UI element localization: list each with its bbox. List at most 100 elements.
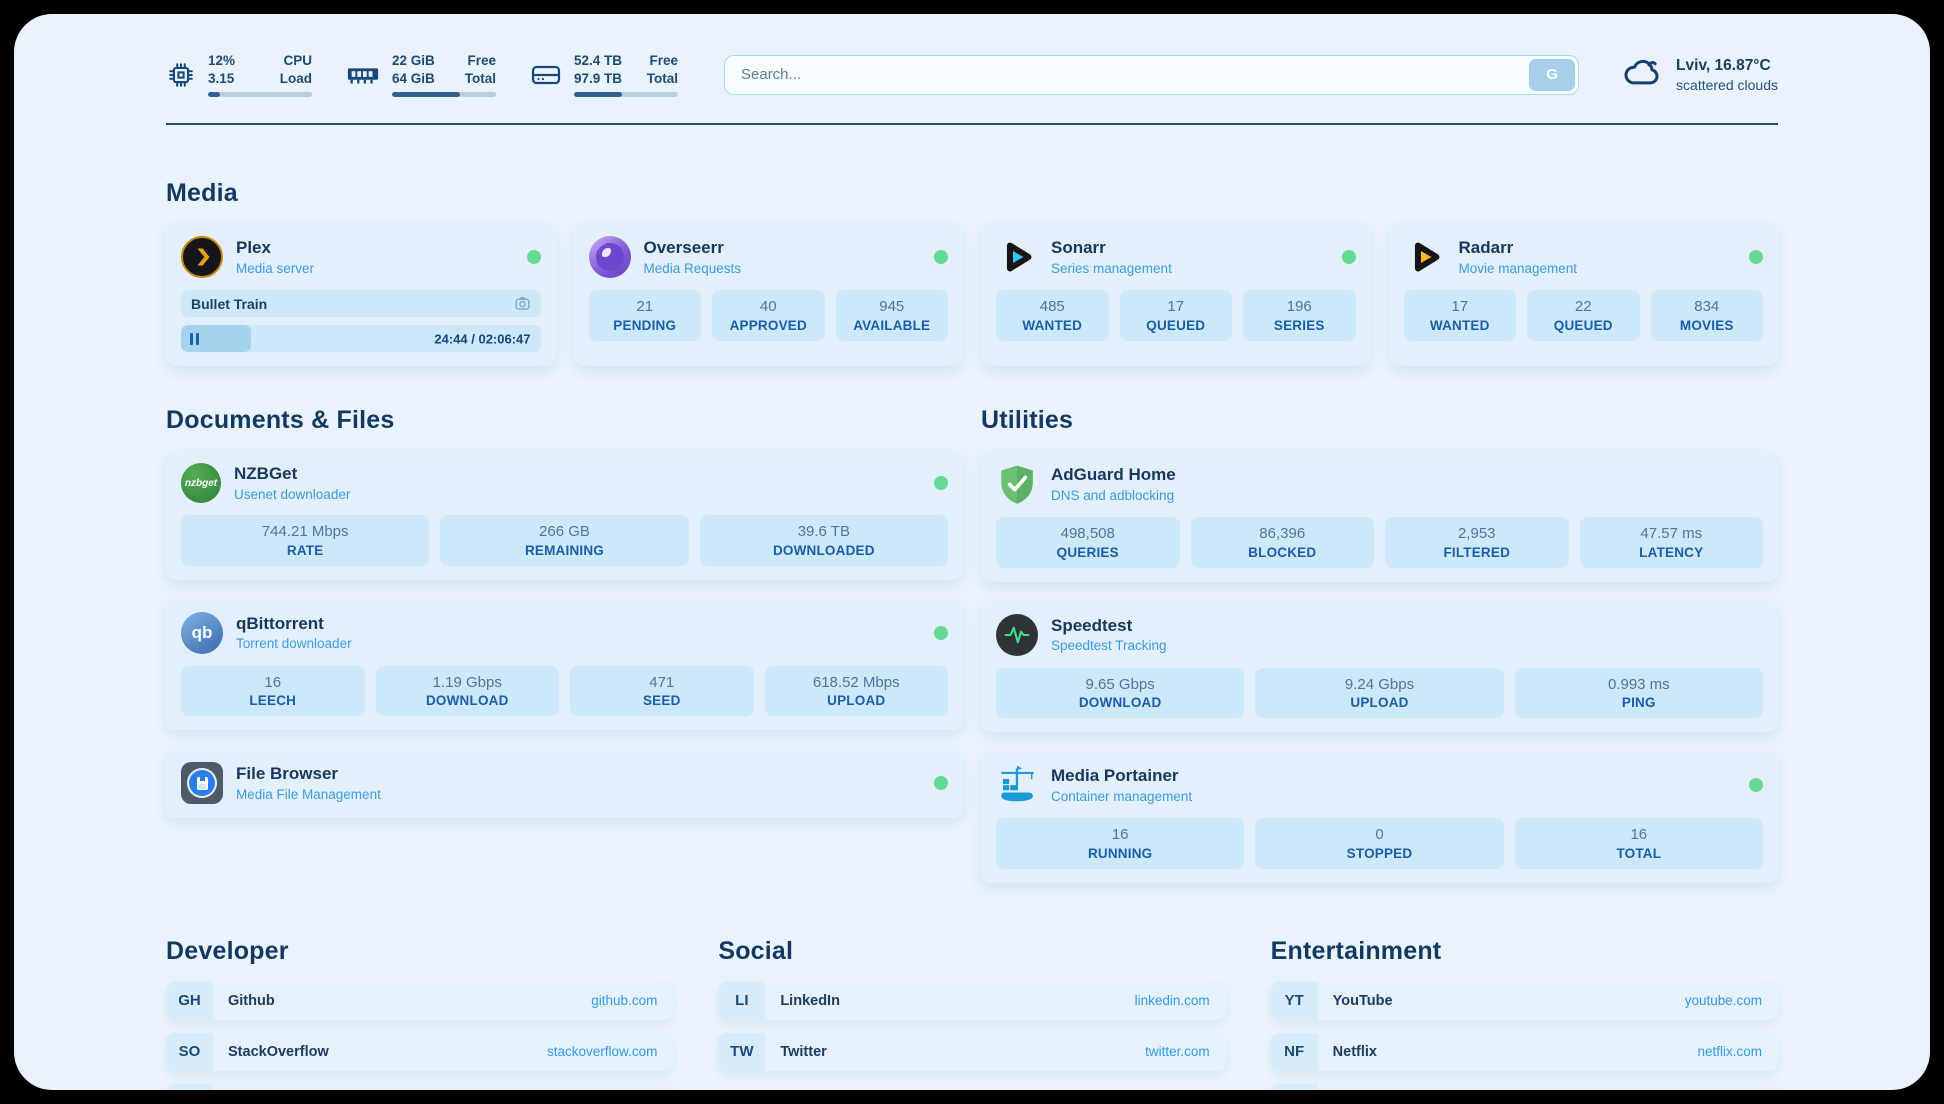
- app-desc: Speedtest Tracking: [1051, 638, 1167, 654]
- app-card-qbittorrent[interactable]: qb qBittorrent Torrent downloader 16 LEE…: [166, 599, 963, 731]
- link-row-netflix[interactable]: NF Netflix netflix.com: [1270, 1032, 1778, 1071]
- section-developer: Developer GH Github github.com SO StackO…: [166, 936, 674, 1090]
- search-input[interactable]: [724, 54, 1580, 95]
- stat-queued: 17 QUEUED: [1119, 290, 1232, 341]
- adguard-icon: [996, 463, 1038, 505]
- stat-total: 16 TOTAL: [1514, 818, 1763, 869]
- app-card-portainer[interactable]: Media Portainer Container management 16 …: [981, 752, 1778, 883]
- stat-label: DOWNLOAD: [425, 693, 509, 709]
- link-row-linkedin[interactable]: LI LinkedIn linkedin.com: [718, 981, 1226, 1020]
- link-row-stackoverflow[interactable]: SO StackOverflow stackoverflow.com: [166, 1032, 674, 1071]
- stat-value: 471: [649, 673, 675, 691]
- stat-ping: 0.993 ms PING: [1514, 667, 1763, 719]
- link-row-reddit[interactable]: RE Reddit reddit.com: [1270, 1083, 1778, 1090]
- app-name: Overseerr: [643, 238, 724, 258]
- stat-value: 22: [1574, 298, 1592, 316]
- section-documents-files: Documents & Files nzbget NZBGet Usenet d…: [166, 406, 963, 883]
- link-url: linkedin.com: [1134, 993, 1210, 1009]
- cpu-load-average: 3.15: [208, 70, 235, 86]
- pause-icon: [190, 332, 199, 345]
- stat-value: 40: [759, 298, 777, 316]
- link-row-dev[interactable]: DT DEV dev.to: [166, 1083, 674, 1090]
- sonarr-icon: [996, 236, 1038, 278]
- search-engine-button[interactable]: G: [1529, 58, 1576, 91]
- stat-label: WANTED: [1429, 317, 1490, 333]
- stat-value: 834: [1694, 298, 1720, 316]
- stat-value: 0.993 ms: [1607, 675, 1670, 693]
- stat-value: 9.65 Gbps: [1085, 675, 1155, 693]
- stat-value: 17: [1451, 298, 1469, 316]
- now-playing-title: Bullet Train: [191, 295, 268, 312]
- stat-label: APPROVED: [729, 317, 807, 333]
- cloud-icon: [1621, 56, 1663, 93]
- stat-label: QUERIES: [1056, 544, 1119, 560]
- disk-free: 52.4 TB: [574, 53, 623, 68]
- stat-value: 16: [264, 673, 282, 691]
- link-url: stackoverflow.com: [547, 1044, 658, 1060]
- link-url: github.com: [591, 993, 658, 1009]
- section-social: Social LI LinkedIn linkedin.com TW Twitt…: [718, 936, 1226, 1090]
- playback-progress-bar[interactable]: 24:44 / 02:06:47: [181, 325, 541, 353]
- link-row-twitter[interactable]: TW Twitter twitter.com: [718, 1032, 1226, 1071]
- nzbget-icon: nzbget: [181, 463, 221, 504]
- link-url: twitter.com: [1145, 1044, 1210, 1060]
- stat-value: 16: [1630, 826, 1648, 844]
- stat-label: SERIES: [1273, 317, 1325, 333]
- weather-location-temp: Lviv, 16.87°C: [1676, 56, 1771, 74]
- link-badge: DT: [166, 1083, 213, 1090]
- cpu-label: CPU: [283, 53, 312, 68]
- stat-value: 17: [1167, 298, 1185, 316]
- app-card-speedtest[interactable]: Speedtest Speedtest Tracking 9.65 Gbps D…: [981, 601, 1778, 733]
- link-row-github[interactable]: GH Github github.com: [166, 981, 674, 1020]
- stat-queries: 498,508 QUERIES: [996, 517, 1180, 568]
- ram-usage-widget: 22 GiB 64 GiB Free Total: [346, 52, 496, 98]
- stat-approved: 40 APPROVED: [712, 290, 825, 341]
- stat-downloaded: 39.6 TB DOWNLOADED: [699, 515, 948, 566]
- link-name: YouTube: [1332, 992, 1393, 1009]
- stat-label: QUEUED: [1146, 317, 1206, 333]
- filebrowser-icon: [181, 762, 223, 805]
- disk-progress-track: [574, 92, 678, 98]
- stat-label: LEECH: [249, 693, 297, 709]
- stat-wanted: 485 WANTED: [996, 290, 1109, 341]
- stat-stopped: 0 STOPPED: [1255, 818, 1504, 869]
- app-card-overseerr[interactable]: Overseerr Media Requests 21 PENDING 40 A…: [573, 224, 963, 367]
- stat-download: 1.19 Gbps DOWNLOAD: [375, 665, 559, 717]
- link-badge: SO: [166, 1032, 213, 1071]
- cpu-icon: [166, 60, 196, 90]
- status-dot: [934, 476, 948, 491]
- app-name: Sonarr: [1051, 238, 1106, 258]
- stat-rate: 744.21 Mbps RATE: [181, 515, 430, 566]
- stat-value: 21: [636, 298, 654, 316]
- cpu-progress-track: [208, 92, 312, 98]
- disk-usage-widget: 52.4 TB 97.9 TB Free Total: [530, 52, 678, 98]
- stat-value: 498,508: [1060, 525, 1115, 543]
- app-card-plex[interactable]: Plex Media server Bullet Train: [166, 224, 556, 367]
- app-card-radarr[interactable]: Radarr Movie management 17 WANTED 22 QUE…: [1388, 224, 1778, 367]
- section-title-social: Social: [718, 936, 794, 965]
- camera-icon[interactable]: [514, 295, 531, 312]
- stat-value: 744.21 Mbps: [261, 523, 349, 541]
- link-name: Netflix: [1332, 1043, 1377, 1060]
- disk-icon: [530, 61, 562, 89]
- app-desc: Torrent downloader: [236, 636, 352, 652]
- app-card-nzbget[interactable]: nzbget NZBGet Usenet downloader 744.21 M…: [166, 451, 963, 580]
- stat-filtered: 2,953 FILTERED: [1385, 517, 1569, 568]
- stat-label: QUEUED: [1553, 317, 1613, 333]
- section-title-developer: Developer: [166, 936, 289, 965]
- app-name: NZBGet: [234, 464, 298, 484]
- app-card-adguard[interactable]: AdGuard Home DNS and adblocking 498,508 …: [981, 451, 1778, 582]
- link-name: Github: [228, 992, 275, 1009]
- app-card-sonarr[interactable]: Sonarr Series management 485 WANTED 17 Q…: [981, 224, 1371, 367]
- cpu-percent: 12%: [208, 53, 236, 68]
- stat-value: 9.24 Gbps: [1344, 675, 1415, 693]
- section-title-entertainment: Entertainment: [1270, 936, 1442, 965]
- stat-value: 47.57 ms: [1640, 525, 1703, 543]
- stat-label: TOTAL: [1616, 845, 1662, 861]
- link-row-youtube[interactable]: YT YouTube youtube.com: [1270, 981, 1778, 1020]
- stat-label: AVAILABLE: [853, 317, 931, 333]
- link-badge: YT: [1270, 981, 1318, 1020]
- stat-label: LATENCY: [1639, 544, 1704, 560]
- app-card-filebrowser[interactable]: File Browser Media File Management: [166, 750, 963, 819]
- section-title-documents: Documents & Files: [166, 406, 395, 435]
